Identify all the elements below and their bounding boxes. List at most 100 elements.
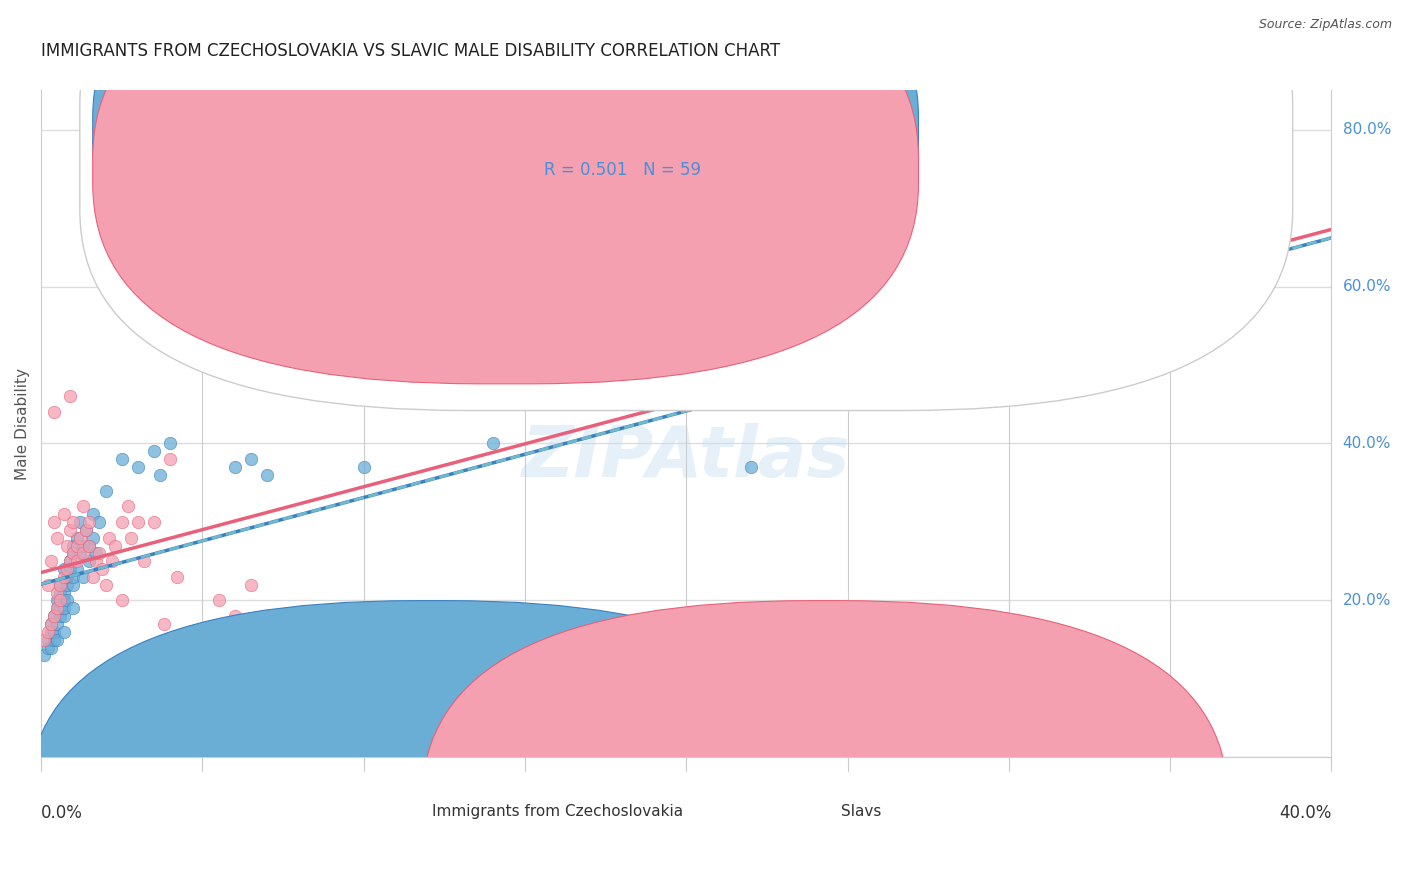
Point bbox=[62, 578, 84, 592]
Point bbox=[49, 601, 72, 615]
Point bbox=[49, 593, 72, 607]
Point bbox=[1256, 248, 1278, 262]
Point bbox=[42, 609, 65, 624]
Point bbox=[418, 318, 440, 333]
Point bbox=[42, 632, 65, 647]
Point bbox=[59, 389, 82, 403]
Point bbox=[46, 721, 69, 735]
Text: Immigrants from Czechoslovakia: Immigrants from Czechoslovakia bbox=[432, 804, 683, 819]
Point bbox=[481, 436, 503, 450]
Point bbox=[120, 531, 142, 545]
Point bbox=[152, 617, 174, 632]
Point bbox=[65, 539, 87, 553]
Point bbox=[37, 624, 59, 639]
Text: 40.0%: 40.0% bbox=[1343, 436, 1391, 451]
Point bbox=[84, 546, 107, 560]
Text: 60.0%: 60.0% bbox=[1343, 279, 1391, 294]
Point bbox=[191, 648, 214, 663]
Point bbox=[49, 578, 72, 592]
Text: 40.0%: 40.0% bbox=[1279, 804, 1331, 822]
Point bbox=[239, 578, 262, 592]
Point bbox=[207, 593, 229, 607]
Point bbox=[46, 601, 69, 615]
FancyBboxPatch shape bbox=[93, 0, 918, 343]
Point bbox=[69, 515, 91, 529]
Point bbox=[62, 515, 84, 529]
Text: ZIPAtlas: ZIPAtlas bbox=[522, 423, 851, 491]
FancyBboxPatch shape bbox=[422, 600, 1229, 892]
Point bbox=[37, 578, 59, 592]
Text: 20.0%: 20.0% bbox=[1343, 593, 1391, 608]
Point bbox=[34, 632, 56, 647]
Point bbox=[89, 515, 111, 529]
Point bbox=[56, 570, 79, 584]
Point bbox=[62, 570, 84, 584]
Point bbox=[901, 318, 924, 333]
Point bbox=[101, 554, 124, 568]
Point bbox=[39, 640, 62, 655]
Point bbox=[91, 562, 114, 576]
Text: IMMIGRANTS FROM CZECHOSLOVAKIA VS SLAVIC MALE DISABILITY CORRELATION CHART: IMMIGRANTS FROM CZECHOSLOVAKIA VS SLAVIC… bbox=[41, 42, 780, 60]
Point bbox=[65, 554, 87, 568]
Point bbox=[46, 617, 69, 632]
Point bbox=[224, 609, 246, 624]
Text: Slavs: Slavs bbox=[841, 804, 882, 819]
Point bbox=[117, 500, 139, 514]
Point bbox=[256, 467, 278, 482]
FancyBboxPatch shape bbox=[93, 0, 918, 384]
Point bbox=[46, 585, 69, 599]
Point bbox=[134, 554, 156, 568]
Point bbox=[174, 632, 197, 647]
Point bbox=[79, 539, 101, 553]
Point bbox=[1062, 310, 1084, 325]
Point bbox=[46, 531, 69, 545]
Point bbox=[79, 515, 101, 529]
Point bbox=[97, 531, 120, 545]
Point bbox=[52, 562, 75, 576]
Point bbox=[82, 570, 104, 584]
Point bbox=[166, 570, 188, 584]
Point bbox=[52, 609, 75, 624]
Point bbox=[82, 531, 104, 545]
Point bbox=[62, 539, 84, 553]
Point bbox=[94, 578, 117, 592]
Point bbox=[42, 515, 65, 529]
Point bbox=[39, 617, 62, 632]
Point bbox=[69, 531, 91, 545]
Point bbox=[94, 483, 117, 498]
Point bbox=[127, 460, 149, 475]
Point bbox=[143, 444, 166, 458]
Point bbox=[39, 624, 62, 639]
Point bbox=[79, 554, 101, 568]
Point bbox=[159, 436, 181, 450]
Point bbox=[34, 648, 56, 663]
Point bbox=[104, 539, 127, 553]
Point bbox=[740, 460, 762, 475]
Point bbox=[84, 554, 107, 568]
Point bbox=[39, 554, 62, 568]
Point bbox=[72, 570, 94, 584]
Text: R = 0.357   N = 63: R = 0.357 N = 63 bbox=[544, 115, 702, 133]
Point bbox=[62, 601, 84, 615]
Point bbox=[56, 593, 79, 607]
Point bbox=[256, 632, 278, 647]
Point bbox=[75, 523, 97, 537]
Point bbox=[65, 562, 87, 576]
Text: 0.0%: 0.0% bbox=[41, 804, 83, 822]
Point bbox=[546, 343, 568, 357]
Point bbox=[65, 531, 87, 545]
Point bbox=[149, 467, 172, 482]
Point bbox=[224, 460, 246, 475]
Point bbox=[52, 585, 75, 599]
Text: 80.0%: 80.0% bbox=[1343, 122, 1391, 137]
Point bbox=[56, 578, 79, 592]
Point bbox=[42, 609, 65, 624]
Point bbox=[52, 624, 75, 639]
Point bbox=[353, 460, 375, 475]
Point bbox=[37, 632, 59, 647]
Point bbox=[578, 389, 600, 403]
Point bbox=[56, 539, 79, 553]
Point bbox=[159, 452, 181, 467]
Point bbox=[42, 624, 65, 639]
Point bbox=[62, 546, 84, 560]
